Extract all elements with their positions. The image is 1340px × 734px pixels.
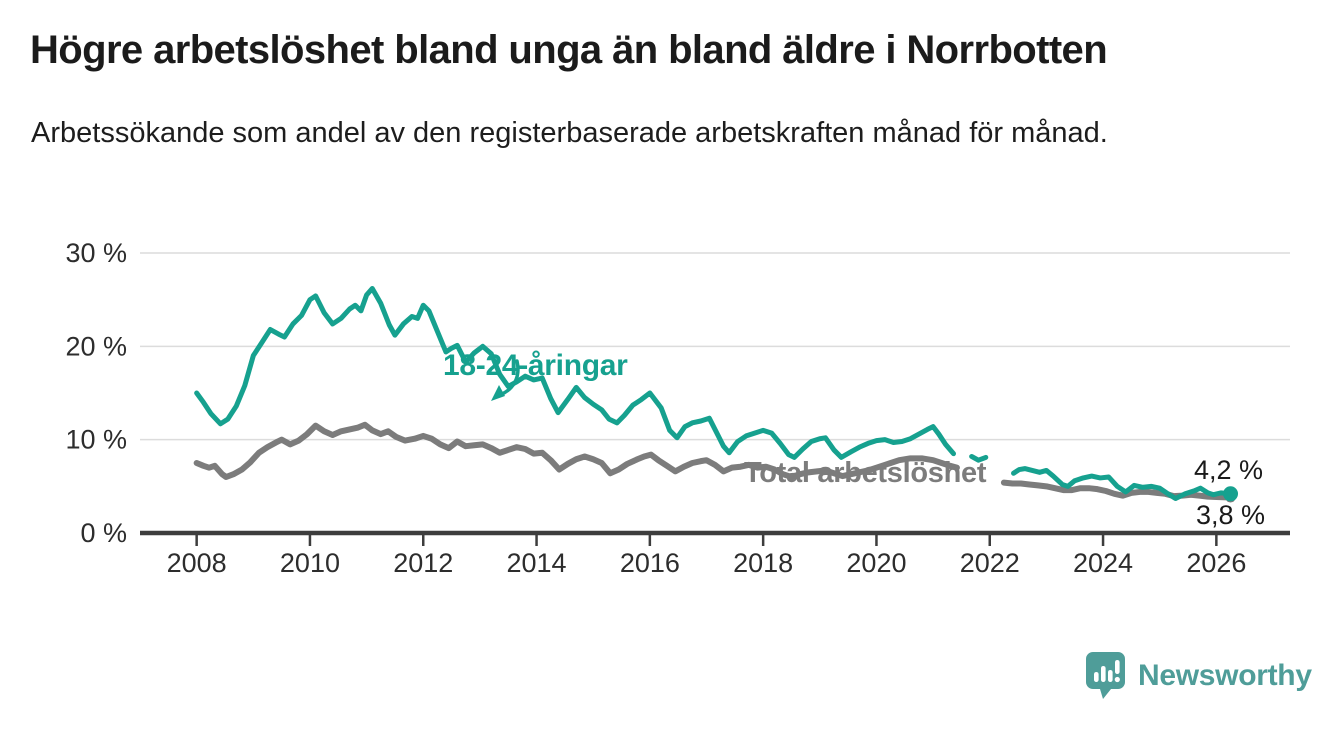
- x-tick-label-2018: 2018: [733, 548, 793, 578]
- x-tick-label-2008: 2008: [167, 548, 227, 578]
- y-tick-label-0: 0 %: [80, 518, 127, 548]
- x-tick-label-2016: 2016: [620, 548, 680, 578]
- y-tick-label-30: 30 %: [65, 238, 127, 268]
- end-value-label-total: 3,8 %: [1196, 500, 1266, 530]
- series-end-dot-0: [1223, 486, 1239, 502]
- x-tick-label-2022: 2022: [960, 548, 1020, 578]
- bar-chart-speech-bubble-icon: [1086, 652, 1125, 699]
- x-tick-label-2026: 2026: [1186, 548, 1246, 578]
- x-tick-label-2010: 2010: [280, 548, 340, 578]
- chart-subtitle: Arbetssökande som andel av den registerb…: [31, 117, 1108, 149]
- x-tick-label-2014: 2014: [507, 548, 567, 578]
- x-tick-label-2024: 2024: [1073, 548, 1133, 578]
- series-line-0-seg-2: [1011, 466, 1234, 501]
- x-tick-label-2012: 2012: [393, 548, 453, 578]
- series-line-1-seg-0: [193, 421, 960, 480]
- page-title: Högre arbetslöshet bland unga än bland ä…: [30, 28, 1108, 72]
- y-tick-label-10: 10 %: [65, 425, 127, 455]
- series-line-0-seg-1: [969, 453, 989, 463]
- series-label-total: Total arbetslöshet: [744, 457, 987, 489]
- x-tick-label-2020: 2020: [846, 548, 906, 578]
- end-value-label-youth: 4,2 %: [1194, 455, 1264, 485]
- series-label-youth: 18-24-åringar: [443, 349, 628, 382]
- series-line-0-seg-0: [194, 285, 956, 460]
- newsworthy-wordmark: Newsworthy: [1138, 658, 1312, 692]
- y-tick-label-20: 20 %: [65, 331, 127, 361]
- newsworthy-logo: Newsworthy: [1085, 651, 1312, 700]
- series-layer: [193, 285, 1239, 503]
- axes-layer: 0 % 10 % 20 % 30 % 2008 2010 2012 2014 2016 2018 2…: [65, 238, 1290, 578]
